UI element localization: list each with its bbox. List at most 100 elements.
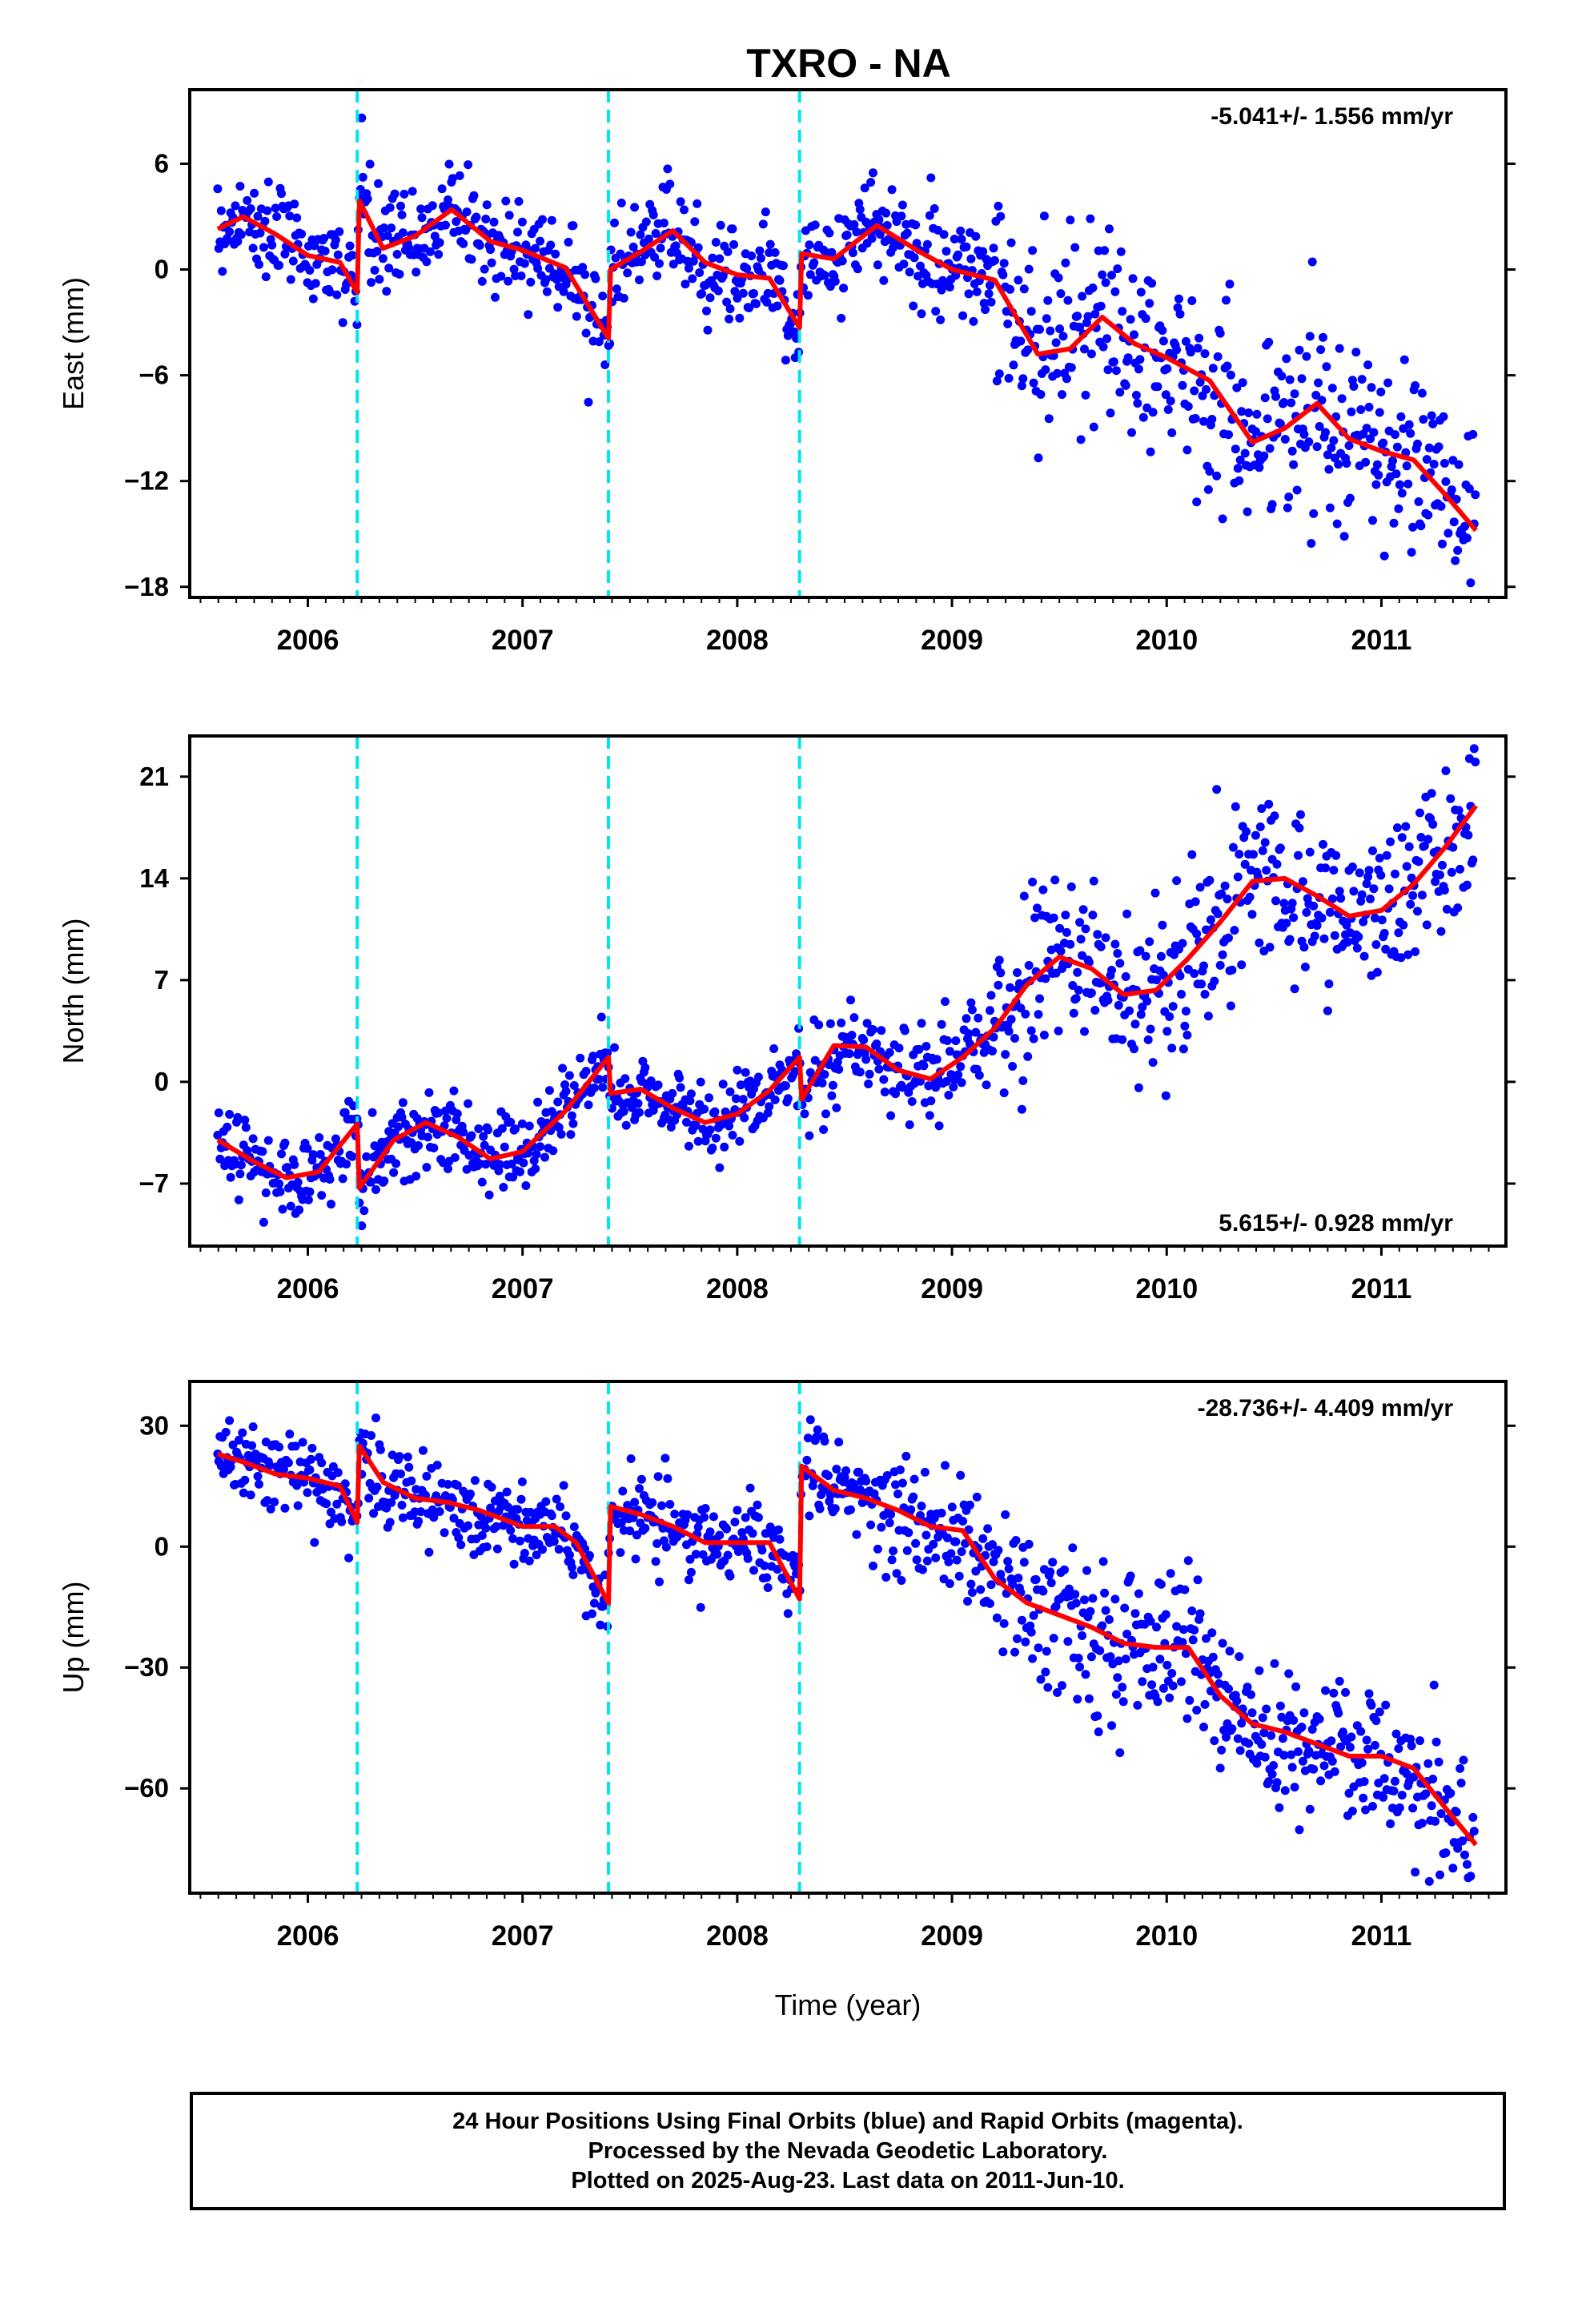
data-point	[1055, 923, 1065, 933]
data-point	[1133, 399, 1142, 408]
data-point	[435, 238, 444, 247]
data-point	[1105, 224, 1114, 234]
data-point	[749, 1566, 758, 1575]
data-point	[513, 227, 522, 237]
data-point	[967, 1005, 977, 1015]
data-point	[1231, 802, 1240, 811]
data-point	[945, 283, 954, 292]
data-point	[1414, 497, 1423, 506]
data-point	[1096, 942, 1106, 951]
data-point	[691, 1121, 701, 1130]
data-point	[958, 1517, 968, 1526]
data-point	[877, 1026, 886, 1035]
data-point	[1341, 1687, 1350, 1697]
data-point	[297, 229, 307, 239]
data-point	[753, 1513, 763, 1522]
data-point	[1121, 972, 1130, 981]
data-point	[1147, 1680, 1157, 1690]
data-point	[1086, 988, 1096, 998]
data-point	[1073, 312, 1082, 321]
data-point	[1315, 422, 1324, 431]
data-point	[1146, 1024, 1155, 1034]
data-point	[270, 1498, 279, 1506]
data-point	[1109, 357, 1118, 367]
data-point	[1287, 398, 1296, 408]
data-point	[554, 1545, 564, 1554]
data-point	[755, 246, 765, 255]
data-point	[655, 1577, 664, 1586]
data-point	[1080, 1595, 1089, 1605]
data-point	[1237, 1719, 1247, 1728]
data-point	[504, 211, 514, 220]
data-point	[783, 1609, 793, 1618]
data-point	[1447, 867, 1456, 877]
data-point	[1356, 405, 1366, 414]
data-point	[477, 1177, 487, 1187]
data-point	[517, 217, 527, 227]
data-point	[584, 1100, 593, 1110]
data-point	[1319, 1761, 1329, 1771]
data-point	[1174, 294, 1183, 304]
data-point	[1468, 429, 1478, 439]
caption-line-3: Plotted on 2025-Aug-23. Last data on 201…	[571, 2167, 1125, 2193]
data-point	[1054, 1026, 1063, 1035]
data-point	[1043, 296, 1053, 305]
data-point	[1088, 911, 1098, 920]
data-point	[697, 289, 707, 299]
data-point	[920, 1467, 930, 1477]
data-point	[279, 1465, 288, 1474]
data-point	[260, 216, 270, 226]
data-point	[1466, 1872, 1476, 1881]
data-point	[849, 219, 859, 229]
data-point	[367, 1431, 376, 1440]
x-tick-label: 2011	[1351, 1920, 1411, 1952]
data-point	[1441, 476, 1451, 486]
data-point	[280, 249, 290, 259]
data-point	[1366, 895, 1375, 903]
data-point	[696, 1602, 705, 1612]
data-point	[378, 254, 387, 263]
data-point	[616, 1518, 626, 1527]
data-point	[1325, 503, 1335, 513]
data-point	[236, 230, 246, 239]
data-point	[1255, 1666, 1264, 1675]
data-point	[904, 1528, 913, 1538]
data-point	[1278, 1734, 1287, 1743]
data-point	[1162, 1027, 1172, 1036]
data-point	[800, 1109, 809, 1119]
data-point	[753, 1072, 763, 1082]
data-point	[278, 1204, 287, 1214]
data-point	[1448, 1864, 1458, 1873]
data-point	[1258, 846, 1267, 855]
data-point	[1014, 979, 1024, 988]
data-point	[1469, 744, 1479, 754]
data-point	[1302, 352, 1311, 361]
data-point	[1471, 758, 1480, 766]
data-point	[926, 1096, 936, 1106]
data-point	[738, 1095, 748, 1104]
data-point	[1265, 943, 1275, 952]
data-point	[773, 1565, 782, 1574]
data-point	[1162, 364, 1172, 373]
data-point	[1305, 847, 1315, 857]
data-point	[440, 1528, 449, 1538]
data-point	[1195, 1609, 1205, 1618]
data-point	[564, 237, 573, 247]
data-point	[434, 1108, 444, 1118]
data-point	[922, 239, 932, 249]
data-point	[303, 1488, 312, 1498]
data-point	[286, 1201, 295, 1211]
data-point	[1297, 1723, 1307, 1732]
data-point	[632, 1530, 641, 1540]
data-point	[422, 1471, 432, 1481]
data-point	[641, 217, 651, 227]
data-point	[1305, 1804, 1315, 1814]
data-point	[1053, 368, 1062, 378]
data-point	[626, 1454, 636, 1463]
data-point	[1145, 299, 1154, 308]
data-point	[1178, 939, 1187, 948]
data-point	[1431, 1737, 1441, 1747]
data-point	[552, 1494, 561, 1504]
data-point	[1223, 361, 1232, 371]
data-point	[236, 1160, 246, 1170]
